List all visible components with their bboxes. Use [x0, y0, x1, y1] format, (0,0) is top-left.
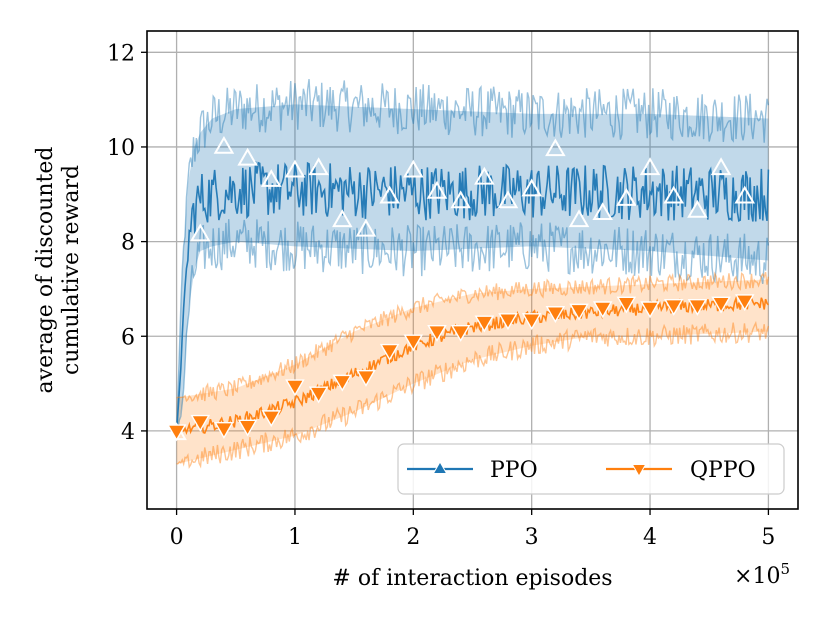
ppo-marker-6: [308, 157, 329, 176]
qppo-marker-11: [427, 324, 447, 342]
grid: [147, 31, 798, 509]
legend-entry-ppo: PPO: [407, 458, 538, 483]
ppo-marker-16: [545, 138, 566, 157]
ppo-marker-8: [355, 218, 377, 237]
ppo-marker-18: [592, 202, 613, 221]
qppo-marker-24: [734, 294, 755, 312]
qppo-marker-10: [403, 334, 424, 352]
qppo-marker-0: [166, 424, 187, 442]
y-axis-label-line-1: average of discounted: [33, 147, 58, 394]
qppo-marker-20: [640, 301, 660, 319]
x-axis-multiplier: ×105: [734, 560, 790, 589]
ppo-marker-9: [379, 185, 400, 204]
variance-bands: [176, 104, 769, 465]
ppo-trace-lower: [175, 219, 770, 436]
qppo-band: [176, 279, 769, 465]
qppo-marker-14: [498, 313, 518, 331]
ppo-trace-upper: [175, 79, 770, 431]
qppo-marker-18: [592, 301, 613, 319]
ppo-marker-10: [403, 159, 424, 178]
qppo-marker-13: [474, 315, 495, 333]
y-axis-label-line-2: cumulative reward: [59, 165, 84, 375]
qppo-marker-12: [450, 324, 471, 342]
qppo-trace-lower: [176, 320, 770, 469]
ppo-marker-11: [426, 180, 448, 199]
ppo-marker-2: [213, 135, 235, 154]
ppo-marker-24: [734, 185, 756, 204]
qppo-marker-23: [711, 296, 731, 314]
ppo-marker-12: [450, 190, 471, 209]
legend-entry-qppo: QPPO: [606, 458, 756, 483]
ppo-marker-5: [284, 159, 306, 178]
ppo-marker-23: [710, 157, 732, 176]
ppo-marker-3: [237, 147, 258, 166]
ppo-marker-13: [474, 166, 495, 185]
legend-marker-ppo: [432, 460, 448, 475]
qppo-marker-8: [356, 369, 376, 387]
qppo-marker-4: [261, 410, 282, 428]
y-tick-label-4: 4: [121, 420, 135, 445]
qppo-marker-9: [379, 343, 400, 361]
ppo-marker-14: [497, 190, 519, 209]
x-tick-label-0: 0: [170, 525, 184, 550]
qppo-marker-22: [687, 298, 708, 316]
series-markers: [166, 135, 756, 442]
y-tick-label-12: 12: [107, 41, 135, 66]
qppo-marker-6: [308, 386, 329, 404]
y-tick-label-6: 6: [121, 325, 135, 350]
x-tick-label-5: 5: [761, 525, 775, 550]
y-tick-label-8: 8: [121, 231, 135, 256]
y-tick-label-10: 10: [107, 136, 135, 161]
x-multiplier-exponent: 5: [780, 560, 790, 578]
ppo-marker-17: [568, 209, 590, 228]
legend: PPO QPPO: [397, 443, 785, 495]
qppo-marker-1: [190, 414, 211, 432]
ppo-marker-7: [332, 209, 353, 228]
plot-frame: [146, 30, 799, 510]
ppo-marker-4: [261, 169, 282, 187]
legend-box: [397, 443, 785, 495]
qppo-marker-17: [569, 303, 589, 321]
qppo-marker-19: [616, 296, 637, 314]
ppo-marker-20: [639, 157, 661, 176]
x-tick-label-2: 2: [406, 525, 420, 550]
ppo-marker-22: [687, 199, 708, 218]
x-tick-label-4: 4: [643, 525, 657, 550]
x-tick-label-3: 3: [525, 525, 539, 550]
qppo-marker-5: [285, 379, 305, 397]
qppo-marker-16: [545, 306, 566, 323]
ppo-marker-1: [189, 223, 211, 242]
x-axis-label: # of interaction episodes: [332, 566, 612, 591]
legend-marker-qppo: [631, 463, 647, 478]
qppo-trace-upper: [176, 271, 770, 403]
qppo-marker-15: [521, 313, 542, 331]
legend-label-qppo: QPPO: [690, 458, 756, 483]
legend-label-ppo: PPO: [490, 458, 538, 483]
qppo-marker-3: [237, 419, 258, 437]
x-multiplier-base: ×10: [734, 564, 780, 589]
y-axis-label: average of discounted cumulative reward: [33, 147, 84, 394]
ppo-marker-15: [521, 178, 542, 197]
ppo-marker-21: [663, 185, 684, 204]
x-tick-label-1: 1: [288, 525, 302, 550]
ppo-marker-19: [616, 188, 637, 206]
qppo-marker-21: [663, 298, 684, 316]
qppo-marker-7: [332, 374, 353, 392]
qppo-marker-2: [214, 421, 234, 439]
